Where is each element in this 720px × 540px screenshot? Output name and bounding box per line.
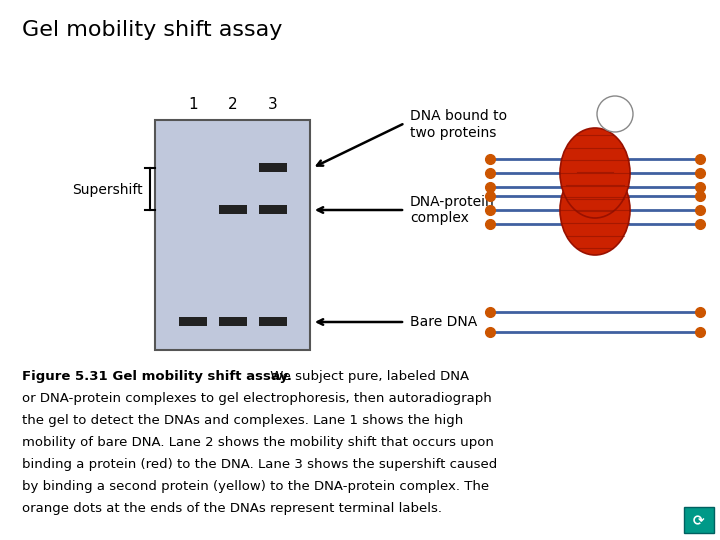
Text: 3: 3 [268,97,278,112]
Text: by binding a second protein (yellow) to the DNA-protein complex. The: by binding a second protein (yellow) to … [22,480,489,493]
Text: ⟳: ⟳ [693,514,705,528]
Text: Bare DNA: Bare DNA [410,315,477,329]
Text: orange dots at the ends of the DNAs represent terminal labels.: orange dots at the ends of the DNAs repr… [22,502,442,515]
FancyBboxPatch shape [684,507,714,533]
Text: two proteins: two proteins [410,126,496,140]
Bar [259,205,287,214]
Ellipse shape [560,128,630,218]
Text: complex: complex [410,211,469,225]
Text: 2: 2 [228,97,238,112]
Text: Gel mobility shift assay: Gel mobility shift assay [22,20,282,40]
Text: or DNA-protein complexes to gel electrophoresis, then autoradiograph: or DNA-protein complexes to gel electrop… [22,392,492,405]
Bar [219,205,247,214]
Text: Supershift: Supershift [73,183,143,197]
Text: DNA-protein: DNA-protein [410,195,495,209]
Text: the gel to detect the DNAs and complexes. Lane 1 shows the high: the gel to detect the DNAs and complexes… [22,414,463,427]
Bar [179,317,207,326]
Bar [259,163,287,172]
Text: 1: 1 [188,97,198,112]
Text: DNA bound to: DNA bound to [410,109,507,123]
Text: Figure 5.31: Figure 5.31 [22,370,107,383]
Bar [259,317,287,326]
Bar [219,317,247,326]
Bar [155,120,310,350]
Ellipse shape [560,165,630,255]
Circle shape [597,96,633,132]
Text: binding a protein (red) to the DNA. Lane 3 shows the supershift caused: binding a protein (red) to the DNA. Lane… [22,458,498,471]
Text: Gel mobility shift assay.: Gel mobility shift assay. [94,370,292,383]
Text: We subject pure, labeled DNA: We subject pure, labeled DNA [266,370,469,383]
Text: mobility of bare DNA. Lane 2 shows the mobility shift that occurs upon: mobility of bare DNA. Lane 2 shows the m… [22,436,494,449]
